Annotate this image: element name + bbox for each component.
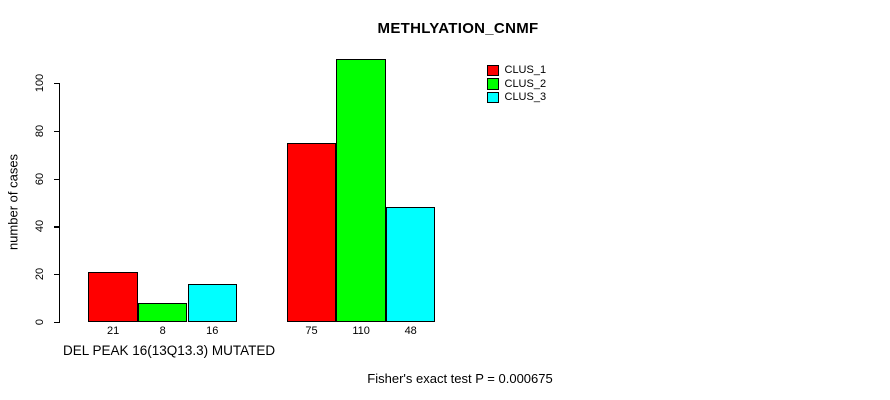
legend-entry-clus_3: CLUS_3	[487, 91, 546, 104]
x-axis-label: DEL PEAK 16(13Q13.3) MUTATED	[63, 343, 276, 358]
legend-swatch-clus_1	[487, 64, 499, 77]
bar-value-label: 110	[352, 324, 370, 337]
bar-clus_1-group1	[88, 271, 138, 322]
legend-swatch-clus_2	[487, 78, 499, 90]
legend-entry-clus_1: CLUS_1	[487, 64, 546, 77]
y-axis-line	[59, 83, 61, 323]
legend-entry-clus_2: CLUS_2	[487, 77, 546, 90]
y-tick-label: 40	[34, 220, 46, 233]
y-tick-mark	[54, 274, 59, 276]
bar-clus_3-group2	[385, 207, 436, 322]
legend-swatch-clus_3	[487, 91, 499, 104]
legend: CLUS_1 CLUS_2 CLUS_3	[487, 64, 546, 104]
bar-clus_1-group2	[286, 142, 337, 322]
y-tick-label: 60	[34, 172, 46, 185]
legend-label: CLUS_2	[504, 77, 547, 90]
legend-label: CLUS_3	[504, 90, 547, 103]
y-tick-mark	[54, 226, 59, 228]
y-tick-label: 80	[34, 124, 46, 137]
bar-clus_2-group1	[137, 302, 188, 322]
y-tick-mark	[54, 130, 59, 132]
bar-value-label: 8	[159, 324, 166, 337]
legend-label: CLUS_1	[504, 64, 547, 77]
y-tick-label: 20	[34, 268, 46, 281]
bar-value-label: 75	[305, 324, 318, 337]
bar-value-label: 16	[206, 324, 219, 337]
bar-clus_2-group2	[336, 59, 386, 322]
y-tick-mark	[54, 322, 59, 324]
y-tick-mark	[54, 178, 59, 180]
y-axis-label: number of cases	[5, 153, 21, 251]
y-tick-label: 0	[34, 318, 46, 326]
chart-title: METHLYATION_CNMF	[377, 20, 539, 37]
bar-value-label: 48	[404, 324, 417, 337]
y-tick-mark	[54, 83, 59, 85]
annotation-pvalue: Fisher's exact test P = 0.000675	[367, 371, 553, 386]
y-tick-label: 100	[34, 73, 46, 93]
bar-clus_3-group1	[187, 283, 238, 322]
bar-value-label: 21	[106, 324, 120, 337]
